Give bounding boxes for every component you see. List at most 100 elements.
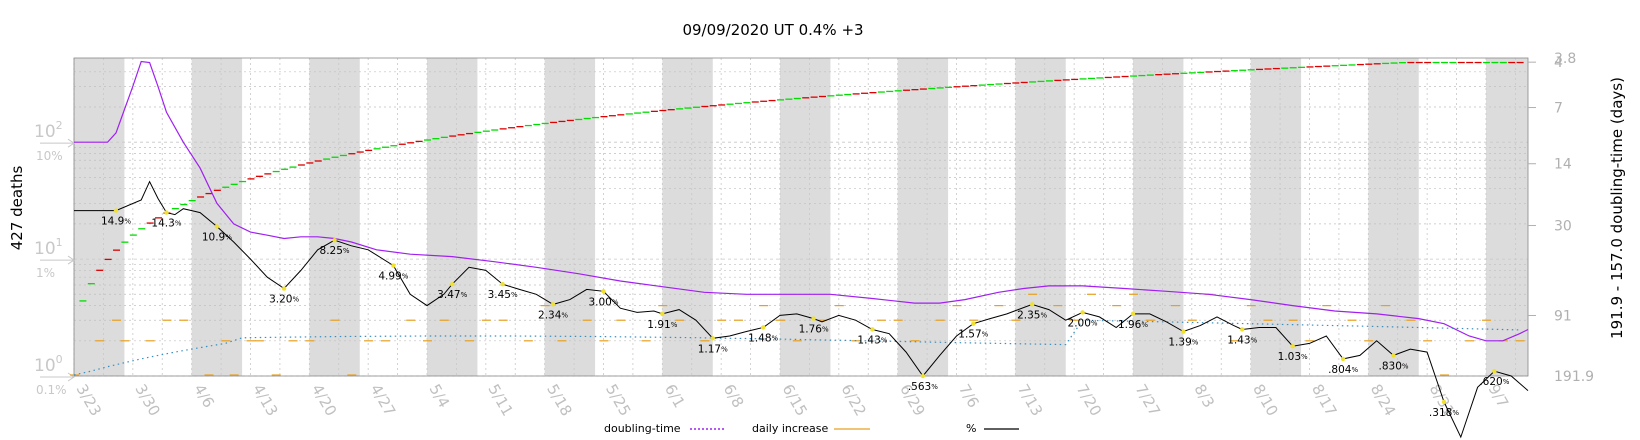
percent-sign: % (292, 296, 299, 304)
legend-label-daily-increase: daily increase (752, 422, 828, 435)
percent-data-label: 3.20% (269, 294, 299, 306)
x-tick-label: 6/22 (837, 381, 869, 419)
x-tick-label: 6/8 (720, 381, 748, 411)
x-tick-label: 7/6 (955, 381, 983, 411)
data-labels: 14.9% 14.3% 10.9% 3.20% 8.25% 4.99% 3.47% 3.45%… (101, 208, 1510, 419)
y-tick-label-right: 7 (1554, 101, 1563, 117)
percent-sign: % (772, 334, 779, 342)
y-tick-label-left-pct: 10% (36, 149, 63, 163)
percent-sign: % (822, 326, 829, 334)
week-band (1485, 58, 1528, 376)
doubling-time-series (73, 60, 1529, 376)
percent-data-label: .830% (1379, 360, 1409, 372)
x-tick-label: 5/25 (602, 381, 634, 419)
percent-sign: % (402, 273, 409, 281)
percent-marker (1441, 399, 1447, 405)
percent-sign: % (1452, 409, 1459, 417)
percent-data-label: 1.91% (647, 319, 677, 331)
percent-data-label: .804% (1328, 364, 1358, 376)
percent-data-label: 1.96% (1118, 319, 1148, 331)
percent-marker (332, 238, 337, 243)
y-tick-label-right: 14 (1554, 157, 1572, 173)
percent-series (74, 180, 1529, 439)
y-tick-label-left-pct: 1% (36, 266, 55, 280)
x-tick-label: 4/27 (367, 381, 399, 419)
percent-data-label: 3.00% (588, 296, 618, 308)
y-tick-arrowhead (67, 138, 75, 148)
percent-data-label: .620% (1479, 376, 1509, 388)
percent-sign: % (1251, 336, 1258, 344)
y-tick-arrowhead (67, 372, 75, 382)
x-tick-label: 7/27 (1132, 381, 1164, 419)
percent-marker (1290, 343, 1295, 349)
week-band (191, 58, 243, 376)
y-tick-label-left: 100 (34, 353, 63, 376)
plot-frame (73, 57, 1529, 377)
percent-marker (500, 281, 505, 287)
y-axis-left-label: 427 deaths (8, 166, 26, 251)
week-band (1132, 58, 1184, 376)
x-tick-label: 8/24 (1367, 381, 1399, 419)
x-tick-label: 8/17 (1308, 381, 1340, 419)
percent-data-label: 10.9% (202, 231, 232, 243)
y-tick-label-right: 30 (1554, 219, 1572, 235)
percent-marker (601, 289, 606, 294)
percent-marker (1029, 302, 1035, 307)
x-tick-label: 6/15 (779, 381, 811, 419)
percent-marker (660, 311, 665, 317)
percent-sign: % (511, 291, 518, 299)
week-band (779, 58, 831, 376)
x-tick-label: 6/1 (661, 381, 689, 411)
percent-data-label: 1.57% (958, 329, 988, 341)
legend: doubling-time daily increase % (604, 422, 1019, 435)
y-tick-label-left: 101 (34, 236, 63, 259)
x-tick-label: 7/20 (1073, 381, 1105, 419)
percent-marker (760, 325, 766, 330)
percent-sign: % (931, 383, 938, 391)
percent-marker (1130, 311, 1136, 317)
legend-label-doubling-time: doubling-time (604, 422, 681, 435)
percent-marker (1492, 368, 1497, 374)
percent-marker (391, 263, 396, 268)
percent-data-label: 1.39% (1168, 337, 1198, 349)
percent-sign: % (1192, 339, 1199, 347)
percent-data-label: 2.00% (1068, 317, 1098, 329)
percent-marker (113, 208, 119, 213)
y-tick-exponent: 0 (56, 353, 63, 366)
percent-data-label: 1.03% (1278, 351, 1308, 363)
percent-marker (1181, 329, 1186, 334)
percent-marker (1340, 356, 1346, 362)
x-tick-label: 5/4 (426, 381, 454, 411)
percent-data-label: 1.43% (1227, 334, 1257, 346)
percent-sign: % (343, 247, 350, 255)
week-band (1250, 58, 1302, 376)
week-band (1015, 58, 1066, 376)
x-tick-label: 3/23 (73, 381, 105, 419)
percent-data-label: .318% (1429, 407, 1459, 419)
percent-data-label: 2.34% (538, 309, 568, 321)
percent-data-label: 14.9% (101, 216, 131, 228)
percent-data-label: 3.45% (488, 289, 518, 301)
percent-data-label: 1.43% (857, 334, 887, 346)
percent-sign: % (1301, 353, 1308, 361)
week-band (544, 58, 596, 376)
percent-sign: % (1141, 321, 1148, 329)
percent-line (74, 180, 1529, 439)
week-band (662, 58, 713, 376)
week-band (897, 58, 949, 376)
grid (73, 58, 1528, 377)
week-band (74, 58, 125, 376)
legend-label-percent: % (966, 422, 976, 435)
percent-data-label: 2.35% (1017, 309, 1047, 321)
x-tick-label: 4/13 (249, 381, 281, 419)
percent-marker (1240, 327, 1245, 332)
percent-sign: % (561, 311, 568, 319)
x-tick-label: 5/18 (543, 381, 575, 419)
percent-data-label: 1.17% (698, 343, 728, 355)
percent-marker (1391, 353, 1396, 358)
y-tick-label-right: 3.8 (1554, 51, 1576, 67)
percent-sign: % (671, 321, 678, 329)
x-tick-label: 7/13 (1014, 381, 1046, 419)
y-tick-label-left-pct: 0.1% (36, 383, 67, 397)
percent-data-label: 14.3% (151, 218, 181, 230)
